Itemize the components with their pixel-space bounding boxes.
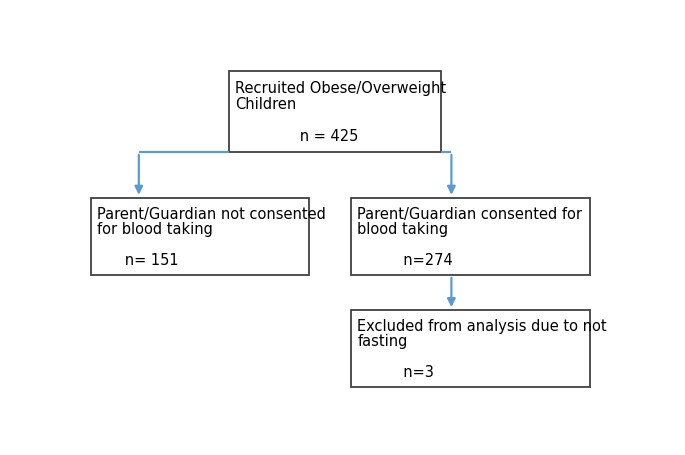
FancyBboxPatch shape (229, 72, 441, 153)
Text: n=3: n=3 (358, 364, 434, 379)
Text: Recruited Obese/Overweight: Recruited Obese/Overweight (236, 81, 447, 96)
Text: Excluded from analysis due to not: Excluded from analysis due to not (358, 318, 607, 333)
Text: n=274: n=274 (358, 253, 453, 268)
FancyBboxPatch shape (351, 310, 590, 387)
Text: blood taking: blood taking (358, 222, 449, 237)
Text: fasting: fasting (358, 334, 408, 349)
Text: n = 425: n = 425 (236, 129, 359, 144)
FancyBboxPatch shape (91, 198, 308, 275)
Text: for blood taking: for blood taking (97, 222, 213, 237)
Text: Children: Children (236, 97, 297, 112)
Text: n= 151: n= 151 (97, 253, 179, 268)
Text: Parent/Guardian not consented: Parent/Guardian not consented (97, 206, 326, 221)
Text: Parent/Guardian consented for: Parent/Guardian consented for (358, 206, 582, 221)
FancyBboxPatch shape (351, 198, 590, 275)
